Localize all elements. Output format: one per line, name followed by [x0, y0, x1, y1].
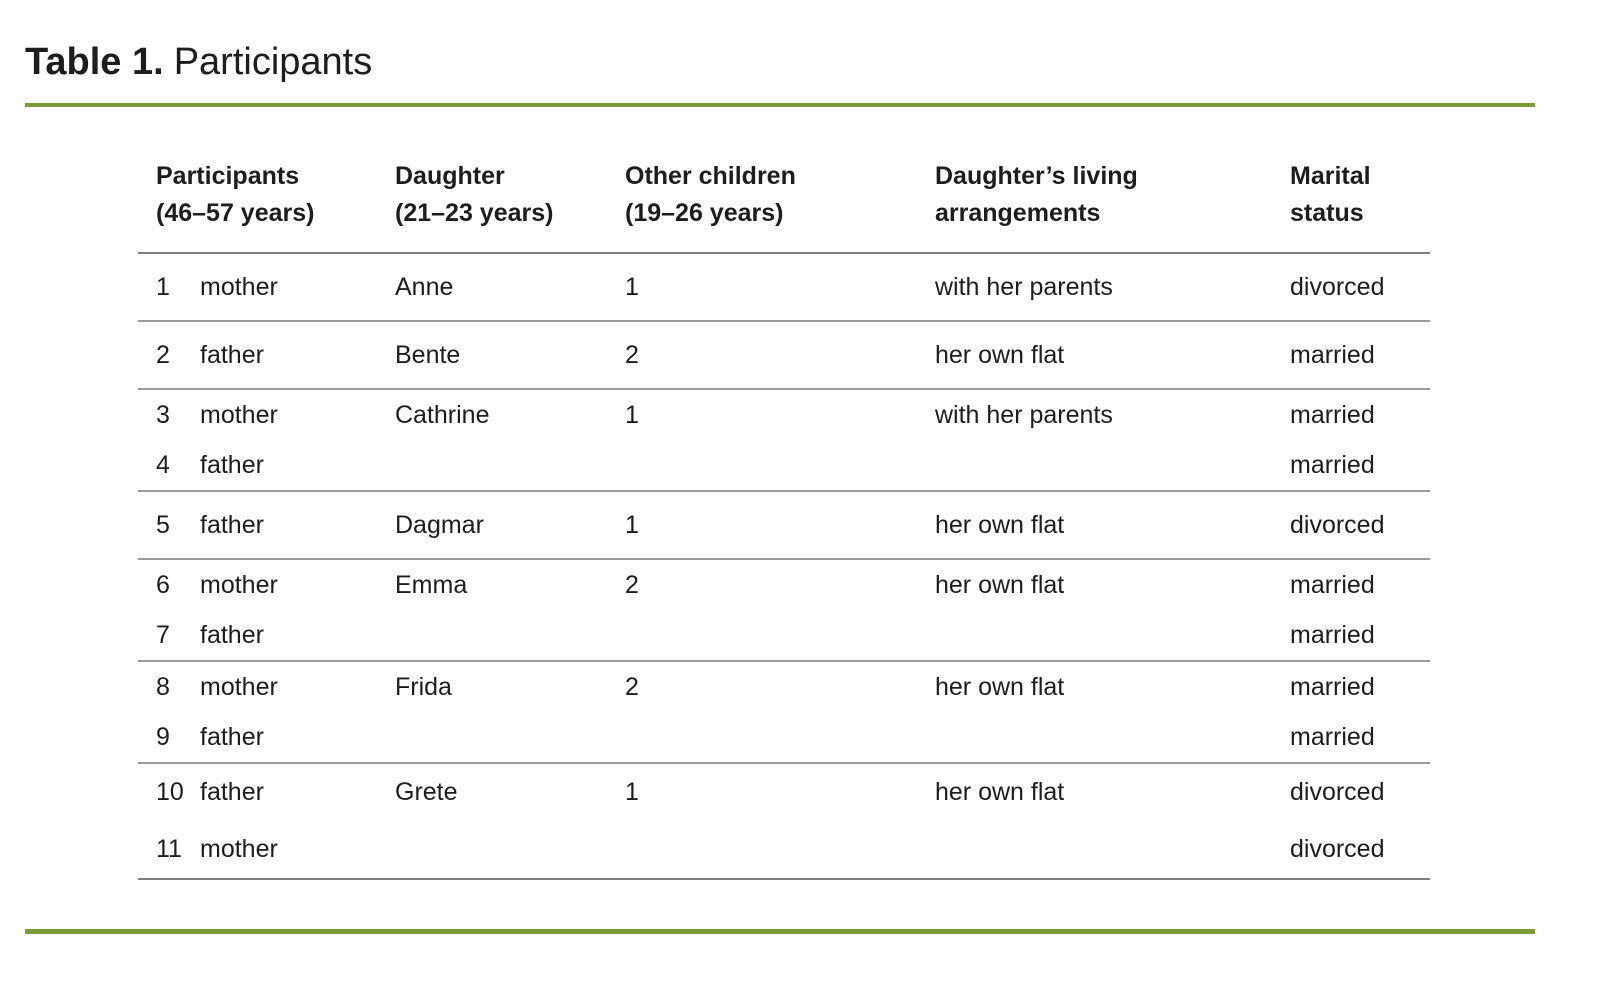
header-other-children-line2: (19–26 years)	[625, 199, 784, 227]
table-caption-text: Participants	[173, 41, 373, 83]
participant-role: mother	[200, 400, 278, 429]
cell-living: with her parents	[935, 400, 1113, 429]
participant-number: 10	[156, 778, 184, 806]
cell-participant: 6 mother 7 father	[138, 560, 395, 660]
cell-other-children: 2	[625, 340, 639, 369]
cell-other-children: 1	[625, 778, 639, 806]
cell-daughter: Anne	[395, 272, 454, 301]
participant-number: 4	[156, 450, 170, 479]
participant-number: 6	[156, 570, 170, 599]
cell-daughter: Emma	[395, 570, 468, 599]
cell-daughter: Bente	[395, 340, 461, 369]
participant-number: 11	[156, 835, 182, 863]
table-row: 10 father 11 mother Grete 1 her own flat d…	[138, 764, 1430, 880]
table-row: 1 mother Anne 1 with her parents divorced	[138, 254, 1430, 322]
cell-other-children: 2	[625, 672, 639, 701]
table-row: 2 father Bente 2 her own flat married	[138, 322, 1430, 390]
cell-other-children: 1	[625, 510, 639, 539]
participant-number: 7	[156, 620, 170, 649]
cell-daughter: Dagmar	[395, 510, 484, 539]
participant-role: father	[200, 722, 264, 751]
table-row: 5 father Dagmar 1 her own flat divorced	[138, 492, 1430, 560]
cell-daughter: Grete	[395, 778, 458, 806]
cell-daughter: Cathrine	[395, 400, 490, 429]
cell-marital: married married	[1290, 400, 1375, 479]
cell-marital: divorced	[1290, 510, 1385, 539]
table-row: 8 mother 9 father Frida 2 her own flat mar…	[138, 662, 1430, 764]
cell-other-children: 2	[625, 570, 639, 599]
header-participants-line2: (46–57 years)	[156, 199, 315, 227]
header-daughter: Daughter (21–23 years)	[395, 158, 625, 232]
header-daughter-line1: Daughter	[395, 162, 505, 190]
cell-participant: 8 mother 9 father	[138, 662, 395, 762]
participants-table: Participants (46–57 years) Daughter (21–…	[138, 107, 1430, 880]
participant-number: 1	[156, 272, 170, 301]
header-marital-status: Marital status	[1290, 158, 1430, 232]
table-row: 3 mother 4 father Cathrine 1 with her pare…	[138, 390, 1430, 492]
participant-number: 9	[156, 722, 170, 751]
cell-marital: married	[1290, 340, 1375, 369]
cell-marital: divorced divorced	[1290, 778, 1385, 863]
participant-role: father	[200, 778, 264, 806]
participant-number: 5	[156, 510, 170, 539]
header-daughter-line2: (21–23 years)	[395, 199, 554, 227]
participant-role: mother	[200, 272, 278, 301]
header-marital-line1: Marital	[1290, 162, 1371, 190]
header-marital-line2: status	[1290, 199, 1364, 227]
cell-daughter: Frida	[395, 672, 452, 701]
participant-role: mother	[200, 672, 278, 701]
table-row: 6 mother 7 father Emma 2 her own flat marr…	[138, 560, 1430, 662]
cell-living: her own flat	[935, 778, 1065, 806]
table-caption-label: Table 1.	[25, 41, 164, 83]
table-header-row: Participants (46–57 years) Daughter (21–…	[138, 107, 1430, 254]
cell-other-children: 1	[625, 400, 639, 429]
header-other-children-line1: Other children	[625, 162, 796, 190]
participant-role: father	[200, 620, 264, 649]
participant-role: mother	[200, 570, 278, 599]
header-participants-line1: Participants	[156, 162, 300, 190]
cell-participant: 3 mother 4 father	[138, 390, 395, 490]
cell-other-children: 1	[625, 272, 639, 301]
cell-living: her own flat	[935, 340, 1065, 369]
cell-marital: married married	[1290, 570, 1375, 649]
table-caption: Table 1. Participants	[25, 40, 372, 84]
cell-marital: divorced	[1290, 272, 1385, 301]
header-participants: Participants (46–57 years)	[138, 158, 395, 232]
cell-participant: 2 father	[138, 322, 395, 388]
participant-role: father	[200, 450, 264, 479]
participant-number: 3	[156, 400, 170, 429]
header-living-line1: Daughter’s living	[935, 162, 1138, 190]
cell-living: her own flat	[935, 570, 1065, 599]
cell-participant: 1 mother	[138, 254, 395, 320]
participant-number: 8	[156, 672, 170, 701]
top-divider	[25, 103, 1535, 107]
participant-number: 2	[156, 340, 170, 369]
participant-role: father	[200, 510, 264, 539]
bottom-divider	[25, 929, 1535, 934]
cell-participant: 5 father	[138, 492, 395, 558]
cell-marital: married married	[1290, 672, 1375, 751]
cell-living: her own flat	[935, 672, 1065, 701]
header-other-children: Other children (19–26 years)	[625, 158, 935, 232]
cell-living: with her parents	[935, 272, 1113, 301]
cell-living: her own flat	[935, 510, 1065, 539]
header-living-line2: arrangements	[935, 199, 1101, 227]
participant-role: mother	[200, 835, 278, 863]
participant-role: father	[200, 340, 264, 369]
header-living-arrangements: Daughter’s living arrangements	[935, 158, 1290, 232]
cell-participant: 10 father 11 mother	[138, 764, 395, 878]
